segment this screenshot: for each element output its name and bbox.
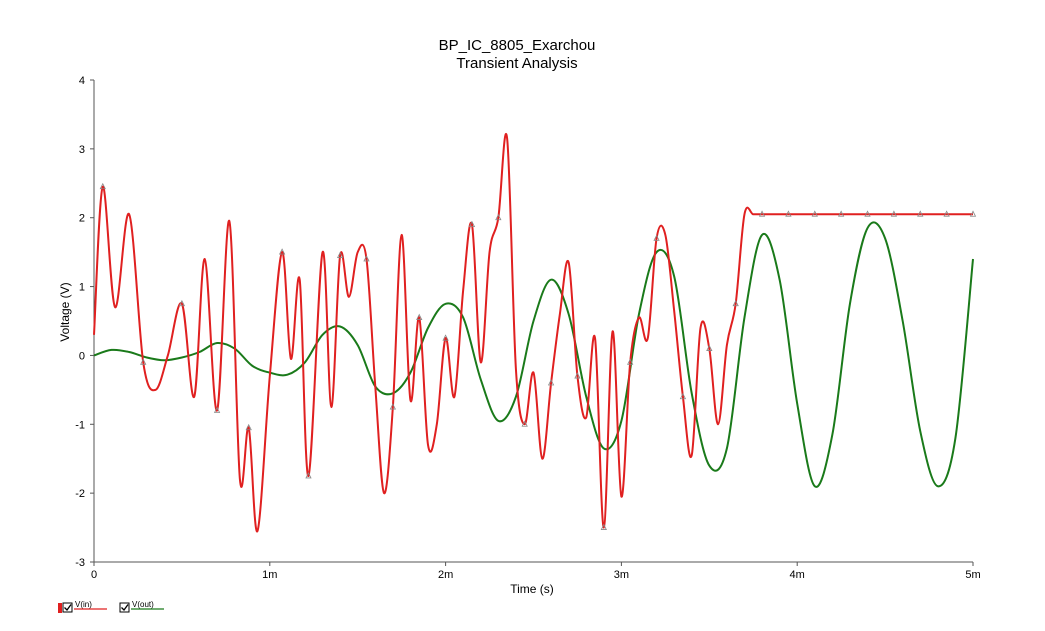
data-point bbox=[706, 344, 713, 351]
y-tick-label: -1 bbox=[75, 419, 85, 431]
y-tick-label: 0 bbox=[79, 350, 85, 362]
data-point bbox=[969, 210, 977, 217]
x-tick-label: 3m bbox=[614, 569, 629, 581]
data-point bbox=[468, 220, 476, 227]
data-point bbox=[213, 406, 221, 413]
data-point bbox=[758, 210, 766, 217]
data-point bbox=[336, 251, 344, 258]
y-tick-label: -3 bbox=[75, 557, 85, 569]
data-point bbox=[838, 210, 845, 217]
legend-label-vin: V(in) bbox=[75, 600, 92, 609]
x-tick-label: 2m bbox=[438, 569, 453, 581]
data-point bbox=[679, 392, 687, 400]
x-tick-label: 5m bbox=[965, 569, 980, 581]
data-point bbox=[416, 313, 423, 320]
data-point bbox=[653, 234, 660, 241]
data-point bbox=[943, 210, 950, 217]
chart-subtitle: Transient Analysis bbox=[456, 55, 577, 72]
x-tick-label: 1m bbox=[262, 569, 277, 581]
check-icon bbox=[121, 604, 129, 611]
data-point bbox=[890, 210, 898, 217]
data-point bbox=[732, 299, 739, 307]
series-line-vin bbox=[93, 133, 973, 533]
data-point bbox=[495, 213, 502, 221]
data-point bbox=[785, 210, 792, 217]
data-point bbox=[917, 210, 924, 217]
data-point bbox=[521, 420, 528, 427]
data-point bbox=[305, 472, 312, 479]
data-point bbox=[245, 423, 252, 431]
data-point bbox=[363, 255, 370, 262]
data-point bbox=[442, 334, 449, 341]
series-layer bbox=[93, 133, 977, 533]
legend: V(in) V(out) bbox=[58, 600, 164, 613]
legend-checkbox-vin[interactable] bbox=[62, 602, 73, 613]
chart-title: BP_IC_8805_Exarchou bbox=[439, 37, 596, 54]
y-tick-label: -2 bbox=[75, 488, 85, 500]
y-tick-label: 3 bbox=[79, 144, 85, 156]
y-axis-label: Voltage (V) bbox=[58, 282, 72, 341]
legend-color-vin bbox=[58, 603, 62, 613]
data-point bbox=[811, 210, 818, 217]
y-ticks: 4 3 2 1 0 -1 -2 -3 bbox=[75, 75, 94, 569]
y-tick-label: 2 bbox=[79, 213, 85, 225]
series-line-vout bbox=[93, 221, 974, 488]
data-point bbox=[178, 299, 186, 307]
x-tick-label: 0 bbox=[91, 569, 97, 581]
data-point bbox=[864, 210, 871, 217]
check-icon bbox=[64, 604, 72, 611]
data-point bbox=[99, 182, 106, 190]
data-point bbox=[627, 358, 634, 365]
data-point bbox=[389, 403, 397, 410]
data-point bbox=[278, 248, 286, 255]
legend-label-vout: V(out) bbox=[132, 600, 154, 609]
legend-checkbox-vout[interactable] bbox=[119, 602, 130, 613]
y-tick-label: 1 bbox=[79, 282, 85, 294]
x-tick-label: 4m bbox=[790, 569, 805, 581]
data-point bbox=[574, 372, 581, 379]
legend-item-vin[interactable]: V(in) bbox=[58, 600, 107, 613]
series-markers-vin bbox=[99, 182, 977, 530]
x-ticks: 0 1m 2m 3m 4m 5m bbox=[91, 562, 981, 581]
data-point bbox=[140, 358, 147, 365]
x-axis-label: Time (s) bbox=[510, 582, 554, 596]
legend-item-vout[interactable]: V(out) bbox=[119, 600, 164, 613]
data-point bbox=[600, 523, 607, 530]
data-point bbox=[547, 379, 555, 386]
y-tick-label: 4 bbox=[79, 75, 85, 87]
